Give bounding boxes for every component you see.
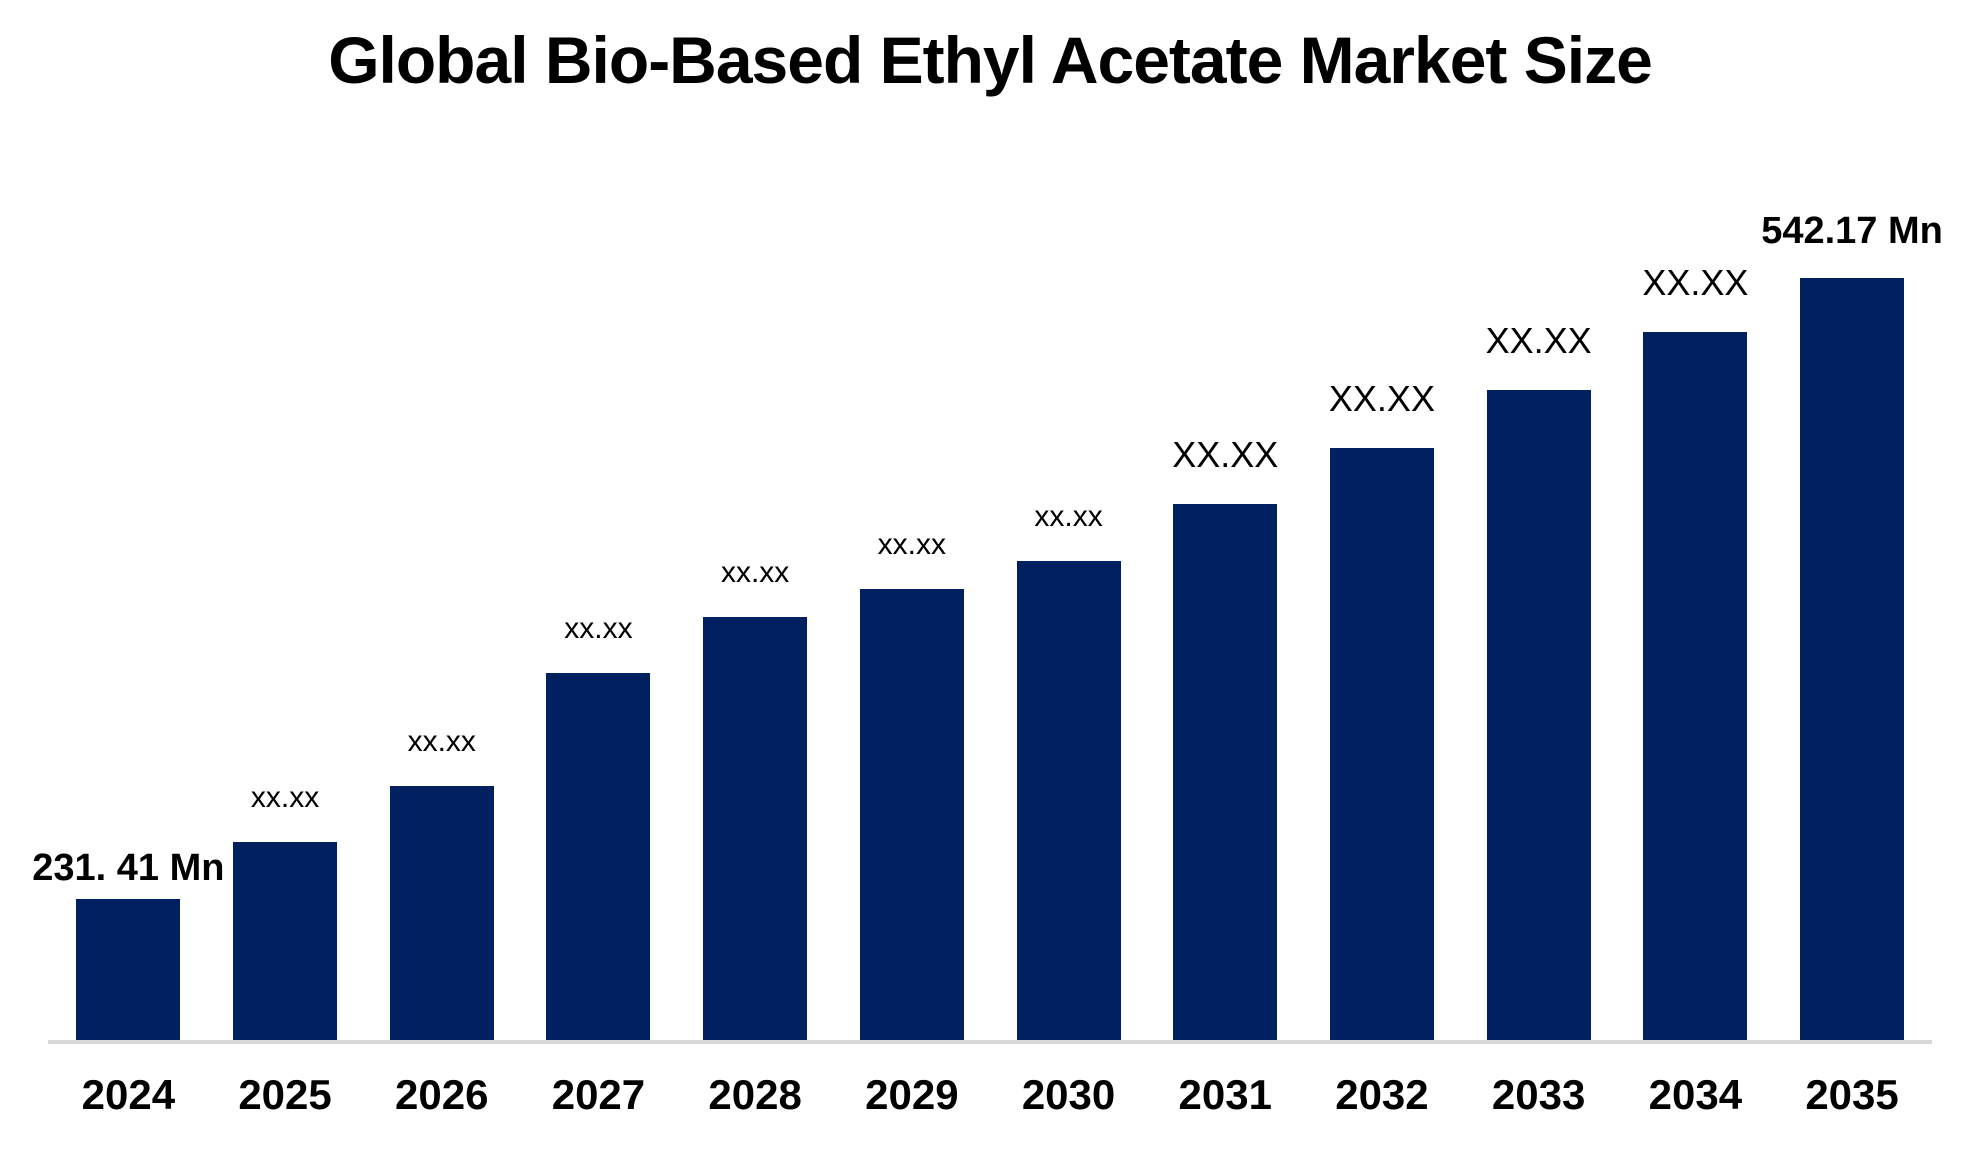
bar-value-label-2027: xx.xx — [564, 612, 633, 645]
bar-2034 — [1643, 332, 1748, 1040]
bar-2024 — [76, 899, 181, 1040]
bar-column-2026: xx.xx — [363, 727, 520, 1040]
x-axis-label-2031: 2031 — [1178, 1071, 1272, 1118]
x-axis-label-2035: 2035 — [1805, 1071, 1899, 1118]
bar-column-2027: xx.xx — [520, 614, 677, 1040]
bar-value-label-2032: XX.XX — [1328, 378, 1435, 419]
bar-column-2031: XX.XX — [1147, 437, 1304, 1040]
x-axis-label-2025: 2025 — [238, 1071, 332, 1118]
bar-2026 — [389, 786, 494, 1040]
x-axis-label-2032: 2032 — [1335, 1071, 1429, 1118]
bar-value-label-2031: XX.XX — [1172, 434, 1279, 475]
x-axis-label-2024: 2024 — [81, 1071, 176, 1118]
bar-column-2028: xx.xx — [677, 558, 834, 1040]
bar-column-2029: xx.xx — [834, 530, 991, 1040]
bar-2033 — [1486, 390, 1591, 1040]
x-axis-label-2026: 2026 — [395, 1071, 489, 1118]
bar-column-2025: xx.xx — [207, 783, 364, 1040]
bar-value-label-2028: xx.xx — [720, 556, 790, 589]
bar-2028 — [703, 617, 808, 1040]
x-axis-line — [48, 1040, 1932, 1044]
bar-2025 — [233, 842, 338, 1040]
bar-2032 — [1329, 448, 1434, 1040]
bar-value-label-2029: xx.xx — [877, 528, 947, 561]
bar-2030 — [1016, 561, 1121, 1040]
bar-2029 — [859, 589, 964, 1040]
x-axis-label-2028: 2028 — [708, 1071, 802, 1118]
bar-column-2035: 542.17 Mn — [1761, 212, 1943, 1040]
x-axis-label-2034: 2034 — [1648, 1071, 1743, 1118]
bar-column-2024: 231. 41 Mn — [32, 849, 224, 1040]
bar-value-label-2025: xx.xx — [250, 781, 320, 814]
x-axis-label-2033: 2033 — [1491, 1071, 1586, 1118]
bar-column-2034: XX.XX — [1617, 265, 1774, 1040]
bar-value-label-2033: XX.XX — [1485, 320, 1592, 361]
x-axis-label-2030: 2030 — [1021, 1071, 1116, 1118]
chart-title: Global Bio-Based Ethyl Acetate Market Si… — [328, 23, 1653, 97]
bar-value-label-2034: XX.XX — [1642, 262, 1749, 303]
bar-2027 — [546, 673, 651, 1040]
bar-value-label-2030: xx.xx — [1034, 500, 1103, 533]
bar-column-2032: XX.XX — [1304, 381, 1461, 1040]
bar-value-label-2024: 231. 41 Mn — [32, 847, 225, 889]
x-axis-label-2029: 2029 — [865, 1071, 959, 1118]
bar-value-label-2026: xx.xx — [407, 725, 476, 758]
bar-2035 — [1800, 278, 1905, 1040]
bar-2031 — [1173, 504, 1278, 1040]
bar-column-2033: XX.XX — [1460, 323, 1617, 1040]
bar-column-2030: xx.xx — [990, 502, 1147, 1040]
x-axis-label-2027: 2027 — [551, 1071, 646, 1118]
bar-value-label-2035: 542.17 Mn — [1761, 210, 1943, 252]
